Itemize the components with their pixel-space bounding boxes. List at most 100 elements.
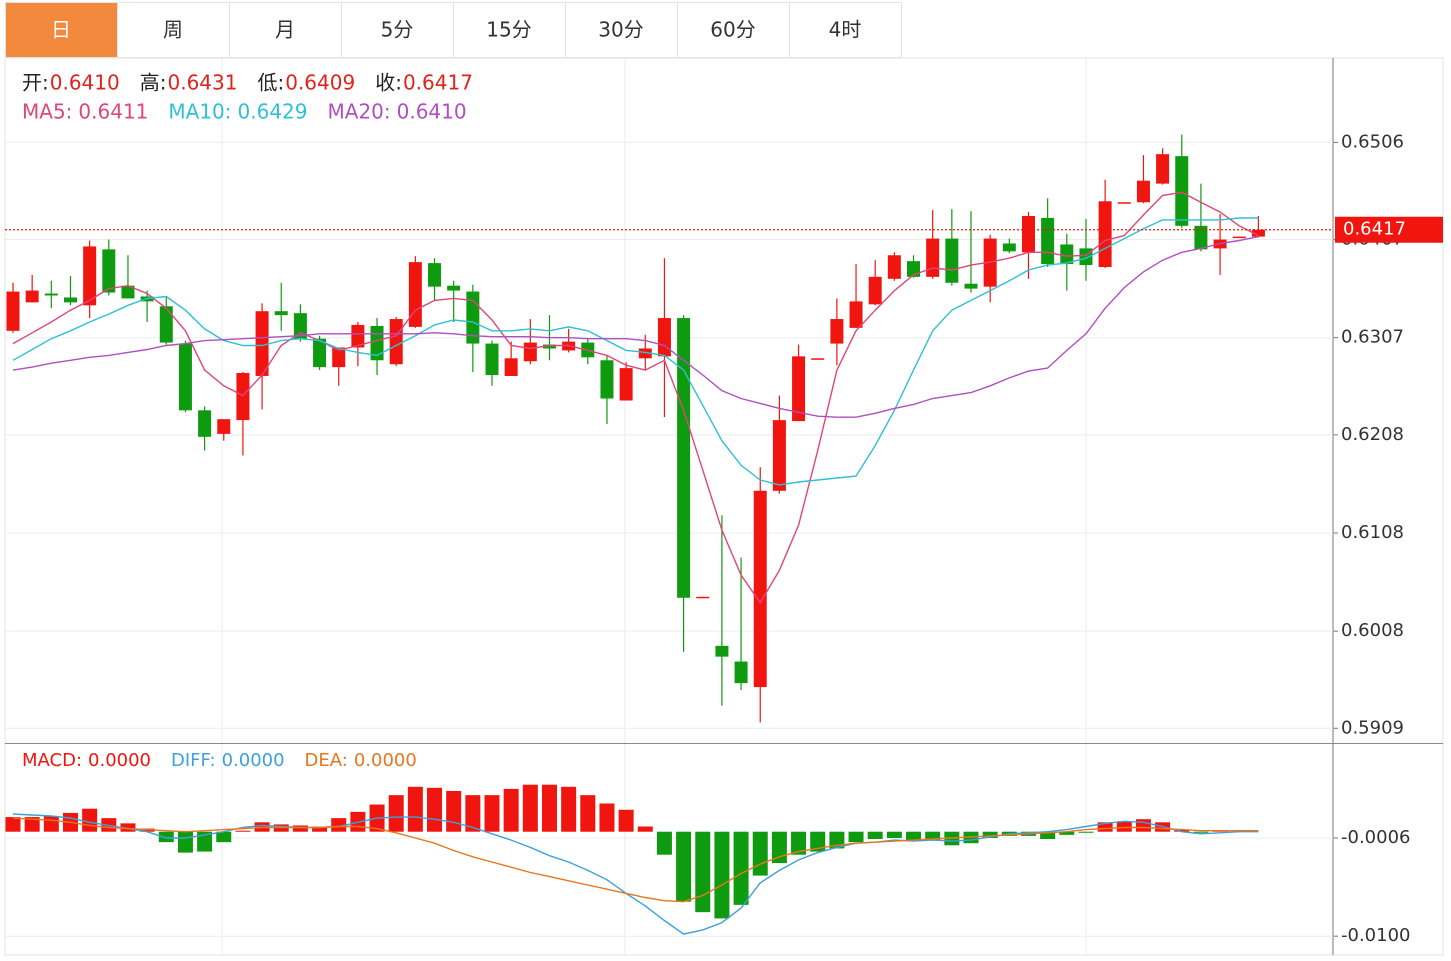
macd-bar — [484, 795, 500, 832]
candle-body — [734, 661, 748, 684]
tab[interactable] — [341, 2, 454, 58]
legend-name: DIFF: — [171, 750, 216, 771]
candle-body — [6, 291, 20, 331]
ohlc-value: 0.6417 — [403, 71, 473, 95]
candle-body — [696, 596, 710, 599]
active-tab[interactable] — [5, 2, 118, 58]
macd-bar — [5, 817, 21, 832]
ohlc-label: 开: — [22, 71, 49, 95]
candle-body — [849, 301, 863, 328]
candle-body — [370, 325, 384, 361]
y-tick-label: 0.6108 — [1341, 522, 1404, 543]
candle-body — [447, 285, 461, 291]
macd-bar — [810, 831, 826, 852]
macd-bar — [1078, 831, 1094, 833]
tab[interactable] — [453, 2, 566, 58]
macd-bar — [331, 818, 347, 832]
candle-body — [44, 293, 58, 296]
candle-body — [523, 342, 537, 362]
macd-bar — [197, 831, 213, 852]
macd-bar — [1135, 819, 1151, 832]
macd-bar — [158, 831, 174, 843]
candle-body — [1098, 201, 1112, 268]
y-tick-label: -0.0100 — [1341, 925, 1410, 946]
macd-bar — [752, 831, 768, 876]
macd-bar — [618, 809, 634, 832]
last-price-label: 0.6417 — [1343, 219, 1406, 240]
tab-label[interactable]: 60分 — [710, 18, 755, 42]
candle-body — [772, 420, 786, 491]
macd-bar — [292, 825, 308, 832]
candle-body — [600, 360, 614, 399]
chart-frame — [4, 57, 1444, 956]
candle-body — [351, 324, 365, 348]
candle-body — [313, 338, 327, 368]
tab[interactable] — [677, 2, 790, 58]
tab[interactable] — [789, 2, 902, 58]
legend-value: 0.6410 — [397, 100, 467, 124]
tab[interactable] — [565, 2, 678, 58]
macd-bar — [925, 831, 941, 841]
macd-bar — [637, 826, 653, 832]
y-tick-label: -0.0006 — [1341, 827, 1410, 848]
macd-bar — [733, 831, 749, 905]
candle-body — [1194, 225, 1208, 250]
ohlc-label: 高: — [140, 71, 167, 95]
macd-bar — [599, 803, 615, 832]
candle-body — [964, 283, 978, 289]
macd-bar — [407, 786, 423, 832]
tab-label[interactable]: 日 — [51, 18, 71, 42]
tab[interactable] — [117, 2, 230, 58]
candle-body — [332, 347, 346, 368]
macd-bar — [714, 831, 730, 919]
candle-body — [907, 261, 921, 277]
macd-bar — [1059, 831, 1075, 835]
legend-value: 0.0000 — [354, 750, 417, 771]
tab-label[interactable]: 4时 — [829, 18, 862, 42]
macd-bar — [867, 831, 883, 840]
macd-bar — [427, 787, 443, 832]
candle-body — [83, 246, 97, 306]
tab[interactable] — [229, 2, 342, 58]
candle-body — [159, 306, 173, 343]
candle-body — [178, 343, 192, 411]
candle-body — [1232, 236, 1246, 239]
ohlc-value: 0.6409 — [285, 71, 355, 95]
candle-body — [657, 318, 671, 357]
candle-body — [753, 490, 767, 688]
candle-body — [1079, 248, 1093, 266]
candle-body — [792, 356, 806, 422]
candle-body — [1021, 216, 1035, 253]
candle-body — [619, 368, 633, 401]
y-tick-label: 0.5909 — [1341, 717, 1404, 738]
candle-body — [638, 348, 652, 359]
legend-name: MA20: — [328, 100, 391, 124]
candle-body — [1041, 217, 1055, 265]
ohlc-value: 0.6431 — [167, 71, 237, 95]
macd-bar — [1097, 822, 1113, 832]
candle-body — [945, 238, 959, 283]
tab-label[interactable]: 周 — [163, 18, 183, 42]
candle-body — [1136, 180, 1150, 203]
macd-bar — [522, 784, 538, 832]
tab-label[interactable]: 15分 — [486, 18, 531, 42]
tab-label[interactable]: 5分 — [381, 18, 414, 42]
macd-bar — [43, 816, 59, 832]
macd-bar — [1040, 831, 1056, 840]
candle-body — [1175, 156, 1189, 226]
ohlc-label: 低: — [257, 71, 284, 95]
candle-body — [868, 276, 882, 305]
tab-label[interactable]: 月 — [275, 18, 295, 42]
candle-body — [428, 263, 442, 287]
candle-body — [102, 249, 116, 293]
legend-value: 0.6411 — [78, 100, 148, 124]
macd-bar — [177, 831, 193, 853]
candle-body — [1060, 244, 1074, 265]
candle-body — [1002, 243, 1016, 252]
candle-body — [926, 238, 940, 277]
ohlc-label: 收: — [375, 71, 402, 95]
macd-bar — [120, 823, 136, 832]
tab-label[interactable]: 30分 — [598, 18, 643, 42]
